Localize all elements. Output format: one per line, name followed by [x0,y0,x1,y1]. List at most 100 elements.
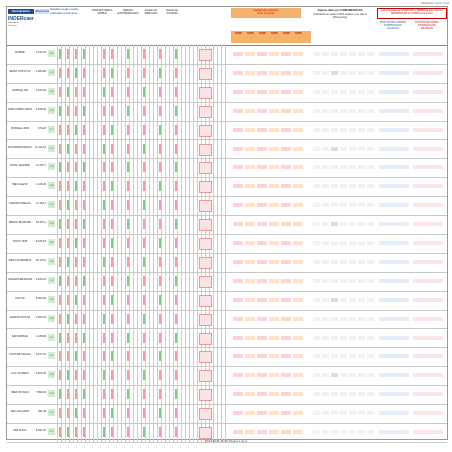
fundamental-cell [322,430,329,434]
index-change: -1,3 [48,144,55,152]
index-change: -1,3 [48,201,55,209]
hatch-area [199,105,212,118]
fundamental-cell [367,165,374,170]
stop-cell [257,165,267,170]
fundamental-cell [313,52,320,56]
fundamental-cell [331,184,338,189]
signal-marker [75,124,77,135]
sell-point-cell [413,146,443,151]
signal-marker [159,313,161,324]
index-change: -0,8 [48,314,55,322]
stop-cell [257,335,267,340]
signal-marker [75,294,77,305]
stop-cell [281,70,291,75]
stop-label-1: STOP [235,32,242,35]
signal-marker [175,238,177,248]
stop-cell [293,335,303,340]
signal-marker [103,143,105,154]
signal-marker [111,49,113,59]
index-change: -1,2 [48,50,55,57]
signal-marker [159,427,161,437]
fundamentals-subtitle: (Cotizando en verde el 20% mejores y en … [313,13,367,19]
fundamental-cell [322,146,329,151]
signal-marker [111,313,113,324]
signal-marker [83,181,85,192]
table-row: MEXICO MEXIBOX 35.175,2 -1,0 [7,252,447,273]
indicator-sheet: Ibercaja Bolsa 24-nov-11 Señales según v… [6,6,448,443]
sell-point-cell [413,297,443,302]
signal-marker [83,162,85,173]
sell-point-cell [413,165,443,170]
stop-cell [269,52,279,56]
fundamental-cell [367,411,374,416]
index-change: -0,9 [48,239,55,246]
stop-cell [293,70,303,75]
fundamental-cell [340,52,347,56]
index-name: MEXICO MEXIBOX [8,258,32,262]
signal-marker [67,294,69,305]
fundamental-cell [322,203,329,208]
signal-marker [159,256,161,267]
stop-cell [281,241,291,245]
signal-marker [59,408,61,419]
fundamental-cell [349,335,356,340]
signal-marker [75,162,77,173]
signal-marker [67,408,69,419]
buy-point-cell [379,297,409,302]
stop-cell [257,373,267,378]
signal-marker [111,370,113,381]
signal-marker [67,370,69,381]
stop-cell [281,184,291,189]
index-name: IBEX 35 PALM [11,391,29,395]
signal-marker [175,86,177,97]
stop-cell [293,203,303,208]
fundamental-cell [349,354,356,359]
stop-cell [257,222,267,227]
index-price: 5.397,10 [35,429,46,432]
stop-cell [269,127,279,132]
stop-cell [245,52,255,56]
sell-point-cell [413,259,443,264]
hatch-area [199,351,212,364]
signal-marker [175,256,177,267]
index-name: BRASIL BOVESPA [8,221,32,225]
stop-cell [293,52,303,56]
fundamental-cell [367,259,374,264]
stop-cell [233,411,243,416]
stop-cell [257,70,267,75]
table-row: RUSSELL 2000 676,20 -1,7 [7,120,447,141]
stop-label-6: STOP [295,32,302,35]
hatch-area [199,256,212,269]
signal-marker [103,427,105,437]
signal-marker [75,313,77,324]
orange-note-box [231,8,301,18]
fundamental-cell [358,392,365,397]
brand-sub-1: Indicadores [8,22,20,24]
signal-marker [175,294,177,305]
stop-cell [293,222,303,227]
buy-point-cell [379,203,409,208]
stop-cell [281,108,291,113]
fundamental-cell [358,146,365,151]
stop-header-band [231,31,311,43]
signal-marker [59,313,61,324]
index-price: 11.181,1 [36,202,46,206]
index-name: EUROSTOXX 50 [10,315,30,319]
sell-point-cell [413,411,443,416]
hatch-area [199,238,212,250]
stop-cell [281,222,291,227]
signal-marker [127,219,129,230]
index-name: SMI SUIZA [13,429,27,432]
fundamental-cell [358,430,365,434]
index-name: IBEX Asia 50 [12,183,28,187]
index-name: CAC 40 PARIS [11,372,29,376]
sell-point-cell [413,316,443,321]
sell-point-cell [413,70,443,75]
index-change: -0,7 [48,428,55,435]
fundamental-cell [322,392,329,397]
signal-marker [103,49,105,59]
signal-marker [159,370,161,381]
signal-marker [159,238,161,248]
stop-cell [281,278,291,283]
fundamental-cell [331,430,338,434]
